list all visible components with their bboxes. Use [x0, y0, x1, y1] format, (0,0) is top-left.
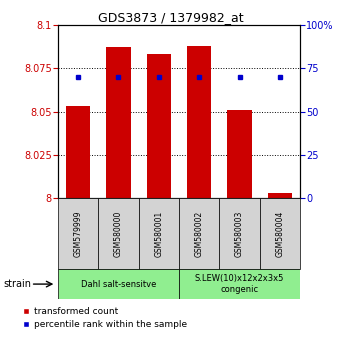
Bar [66, 106, 90, 198]
Text: GSM580002: GSM580002 [195, 211, 204, 257]
Bar [187, 46, 211, 198]
Bar [106, 47, 131, 198]
Bar [268, 193, 292, 198]
Bar [58, 198, 98, 269]
Bar [139, 198, 179, 269]
Text: GSM580003: GSM580003 [235, 210, 244, 257]
Text: GSM580000: GSM580000 [114, 210, 123, 257]
Bar [260, 198, 300, 269]
Text: strain: strain [3, 279, 31, 289]
Text: GSM580001: GSM580001 [154, 211, 163, 257]
Bar [147, 54, 171, 198]
Bar [98, 198, 139, 269]
Legend: transformed count, percentile rank within the sample: transformed count, percentile rank withi… [21, 307, 187, 329]
Text: Dahl salt-sensitve: Dahl salt-sensitve [81, 280, 156, 289]
Text: GSM580004: GSM580004 [276, 210, 284, 257]
Bar [179, 198, 219, 269]
Bar [219, 198, 260, 269]
Bar [179, 269, 300, 299]
Bar [58, 269, 179, 299]
Bar [227, 110, 252, 198]
Text: GSM579999: GSM579999 [74, 210, 83, 257]
Text: S.LEW(10)x12x2x3x5
congenic: S.LEW(10)x12x2x3x5 congenic [195, 274, 284, 294]
Text: GDS3873 / 1379982_at: GDS3873 / 1379982_at [98, 11, 243, 24]
